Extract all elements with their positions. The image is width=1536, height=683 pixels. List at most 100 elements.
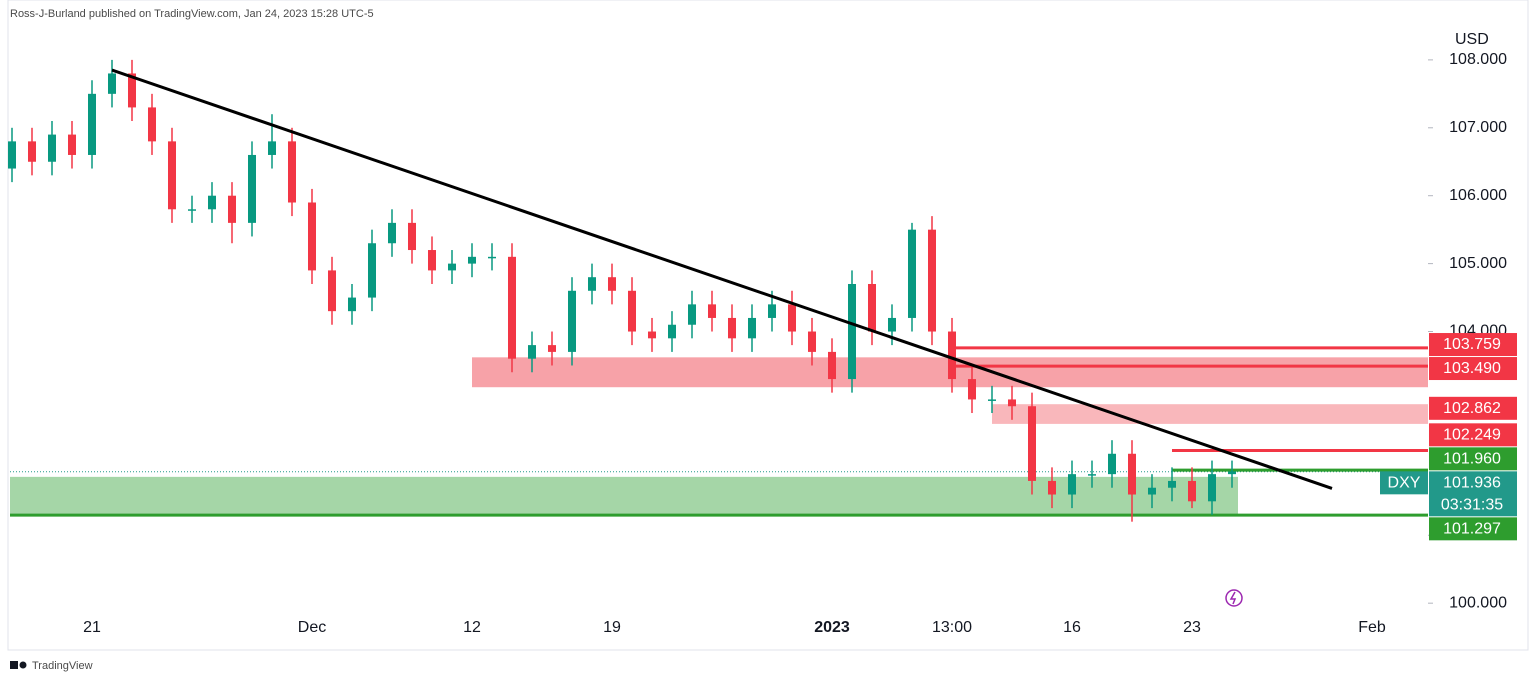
candle-body <box>1168 480 1176 488</box>
zone <box>992 404 1428 424</box>
price-label: 103.490 <box>1443 360 1501 377</box>
price-label-box <box>1429 423 1517 447</box>
candle-body <box>868 283 876 332</box>
candle-body <box>1148 487 1156 495</box>
candle-body <box>48 134 56 162</box>
candle-body <box>728 317 736 339</box>
x-tick-label: 12 <box>463 619 481 636</box>
price-label-box <box>1429 517 1517 541</box>
candle-body <box>668 324 676 339</box>
frame <box>7 0 1529 651</box>
countdown: 03:31:35 <box>1441 497 1503 514</box>
price-label: 103.759 <box>1443 336 1501 353</box>
candle-body <box>188 209 196 211</box>
price-label: 102.249 <box>1443 427 1501 444</box>
x-tick-label: 19 <box>603 619 621 636</box>
price-label-box <box>1429 447 1517 471</box>
candle-body <box>1108 453 1116 475</box>
price-label: 101.960 <box>1443 451 1501 468</box>
candle-body <box>468 256 476 264</box>
candle-body <box>288 141 296 203</box>
candle-body <box>208 195 216 210</box>
candle-body <box>1088 474 1096 476</box>
lightning-icon <box>1225 589 1243 607</box>
y-tick-label: 105.000 <box>1449 255 1507 272</box>
candle-body <box>128 73 136 108</box>
candle-body <box>548 345 556 352</box>
candle-body <box>748 317 756 339</box>
candle-body <box>1208 474 1216 502</box>
candle-body <box>788 304 796 332</box>
candle-body <box>908 229 916 318</box>
candle-body <box>308 202 316 271</box>
candle-body <box>1128 453 1136 495</box>
header: Ross-J-Burland published on TradingView.… <box>10 8 374 20</box>
candle-body <box>248 154 256 223</box>
candle-body <box>328 270 336 312</box>
x-tick-label: Feb <box>1358 619 1386 636</box>
candle-body <box>108 73 116 94</box>
price-label-box <box>1429 396 1517 420</box>
y-tick-label: 100.000 <box>1449 594 1507 611</box>
candle-body <box>1028 406 1036 481</box>
price-label-box <box>1429 357 1517 381</box>
x-tick-label: Dec <box>298 619 326 636</box>
candle-body <box>608 277 616 291</box>
candle-body <box>948 331 956 380</box>
y-tick-label: 106.000 <box>1449 187 1507 204</box>
candle-body <box>708 304 716 318</box>
x-tick-label: 13:00 <box>932 619 972 636</box>
candle-body <box>488 256 496 259</box>
price-label: 101.936 <box>1443 475 1501 492</box>
candle-body <box>368 243 376 298</box>
candle-body <box>588 277 596 291</box>
candle-body <box>968 379 976 400</box>
candle-body <box>168 141 176 210</box>
x-tick-label: 2023 <box>814 619 850 636</box>
candle-body <box>568 290 576 352</box>
candle-body <box>688 304 696 325</box>
price-label: 102.862 <box>1443 400 1501 417</box>
price-label: 101.297 <box>1443 521 1501 538</box>
candle-body <box>1068 474 1076 495</box>
x-tick-label: 16 <box>1063 619 1081 636</box>
candle-body <box>228 195 236 223</box>
y-tick-label: 108.000 <box>1449 51 1507 68</box>
currency: USD <box>1455 31 1489 48</box>
symbol-box <box>1380 471 1428 495</box>
zone <box>10 476 1238 515</box>
candle-body <box>348 297 356 312</box>
symbol-label: DXY <box>1388 475 1421 492</box>
candle-body <box>428 250 436 271</box>
candle-body <box>848 283 856 380</box>
candle-body <box>388 222 396 244</box>
x-tick-label: 21 <box>83 619 101 636</box>
candle-body <box>268 141 276 155</box>
trendline <box>111 68 1333 490</box>
candle-body <box>88 93 96 155</box>
x-tick-label: 23 <box>1183 619 1201 636</box>
candle-body <box>528 345 536 359</box>
price-label-box <box>1429 471 1517 517</box>
candle-body <box>988 399 996 401</box>
candle-body <box>1048 480 1056 495</box>
candle-body <box>1008 399 1016 407</box>
candle-body <box>8 141 16 169</box>
candle-body <box>828 351 836 380</box>
candle-body <box>928 229 936 332</box>
y-tick-label: 107.000 <box>1449 119 1507 136</box>
candle-body <box>888 317 896 332</box>
candle-body <box>1188 480 1196 502</box>
candle-body <box>68 134 76 155</box>
logo <box>10 661 27 669</box>
candle-body <box>768 304 776 318</box>
candle-body <box>448 263 456 271</box>
candle-body <box>808 331 816 352</box>
candle-body <box>508 256 516 359</box>
candle-body <box>628 290 636 332</box>
footer: TradingView <box>32 660 93 672</box>
price-label-box <box>1429 333 1517 357</box>
candle-body <box>648 331 656 339</box>
candle-body <box>148 107 156 142</box>
